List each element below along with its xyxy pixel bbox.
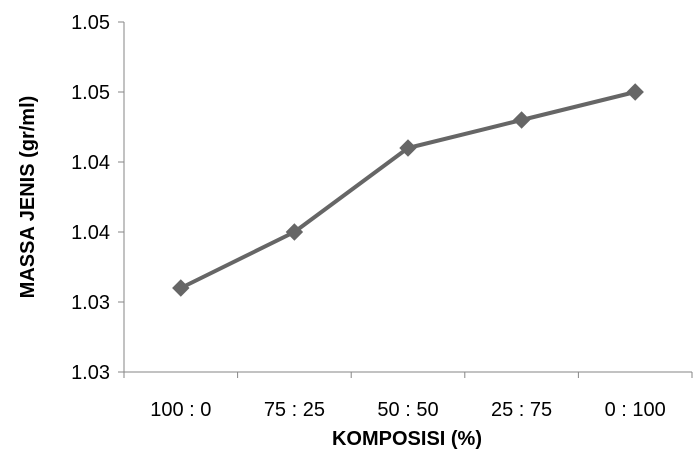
y-axis-title: MASSA JENIS (gr/ml): [17, 96, 39, 299]
data-point-marker: [512, 111, 531, 129]
x-axis-title: KOMPOSISI (%): [332, 428, 482, 450]
y-tick-label: 1.03: [71, 362, 110, 384]
x-tick-label: 75 : 25: [264, 399, 325, 421]
x-axis: 100 : 0 75 : 25 50 : 50 25 : 75 0 : 100: [123, 371, 693, 421]
x-tick-label: 0 : 100: [605, 399, 666, 421]
y-tick-label: 1.04: [71, 152, 110, 174]
data-point-marker: [626, 83, 644, 101]
x-tick-label: 100 : 0: [150, 399, 211, 421]
x-tick-label: 50 : 50: [377, 399, 438, 421]
y-tick-label: 1.03: [71, 292, 110, 314]
y-tick-label: 1.05: [71, 82, 110, 104]
y-axis: 1.03 1.03 1.04 1.04 1.05 1.05: [71, 12, 125, 384]
y-tick-label: 1.04: [71, 222, 110, 244]
series-group: [172, 83, 644, 297]
data-point-marker: [285, 223, 304, 241]
y-tick-label: 1.05: [71, 12, 110, 34]
data-point-marker: [399, 139, 417, 157]
data-point-marker: [172, 279, 190, 297]
x-tick-label: 25 : 75: [491, 399, 552, 421]
series-line: [179, 90, 636, 290]
